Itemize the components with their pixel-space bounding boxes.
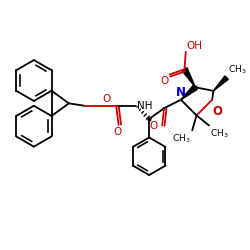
Text: O: O (213, 104, 223, 118)
Text: O: O (113, 128, 122, 138)
Text: OH: OH (186, 41, 202, 51)
Text: NH: NH (137, 102, 153, 112)
Polygon shape (182, 68, 195, 87)
Text: CH$_3$: CH$_3$ (210, 128, 229, 140)
Text: O: O (102, 94, 111, 104)
Text: O: O (160, 76, 168, 86)
Polygon shape (214, 76, 228, 91)
Text: CH$_3$: CH$_3$ (172, 132, 191, 145)
Polygon shape (181, 85, 197, 100)
Text: CH$_3$: CH$_3$ (228, 64, 246, 76)
Text: O: O (149, 121, 157, 131)
Text: N: N (176, 86, 186, 98)
